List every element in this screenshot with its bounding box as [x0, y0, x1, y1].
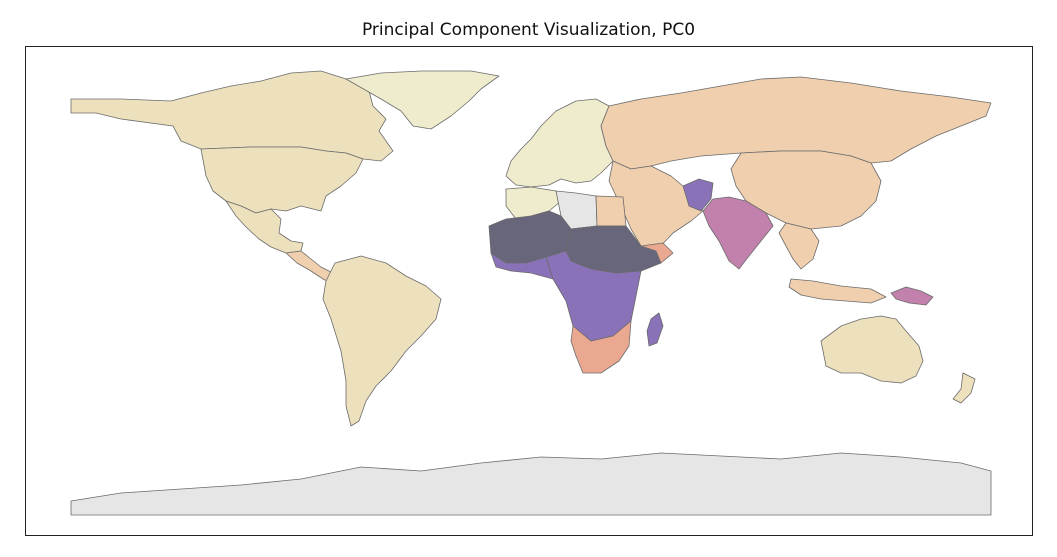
region-southeast-asia	[778, 222, 820, 270]
region-southern-africa	[570, 320, 632, 374]
region-canada	[70, 70, 394, 162]
region-united-states	[200, 146, 364, 214]
region-new-zealand	[952, 372, 976, 404]
region-greenland	[345, 70, 500, 130]
region-papua-new-guinea	[890, 286, 934, 306]
region-central-africa	[545, 250, 642, 342]
region-southeast-asia-islands	[788, 278, 887, 304]
region-antarctica	[70, 452, 992, 516]
region-egypt	[595, 195, 627, 227]
region-australia	[820, 315, 924, 384]
world-map	[70, 70, 992, 516]
map-title: Principal Component Visualization, PC0	[361, 20, 696, 40]
region-mexico	[225, 200, 304, 254]
region-west-coast-africa	[490, 252, 554, 280]
region-horn-of-africa	[640, 242, 674, 264]
region-russia	[600, 76, 992, 170]
region-india	[702, 196, 774, 270]
region-madagascar	[646, 312, 664, 347]
region-europe	[505, 98, 614, 188]
region-south-america	[322, 255, 442, 427]
map-frame	[25, 46, 1033, 536]
region-afghanistan	[682, 178, 714, 212]
region-china	[730, 150, 882, 230]
